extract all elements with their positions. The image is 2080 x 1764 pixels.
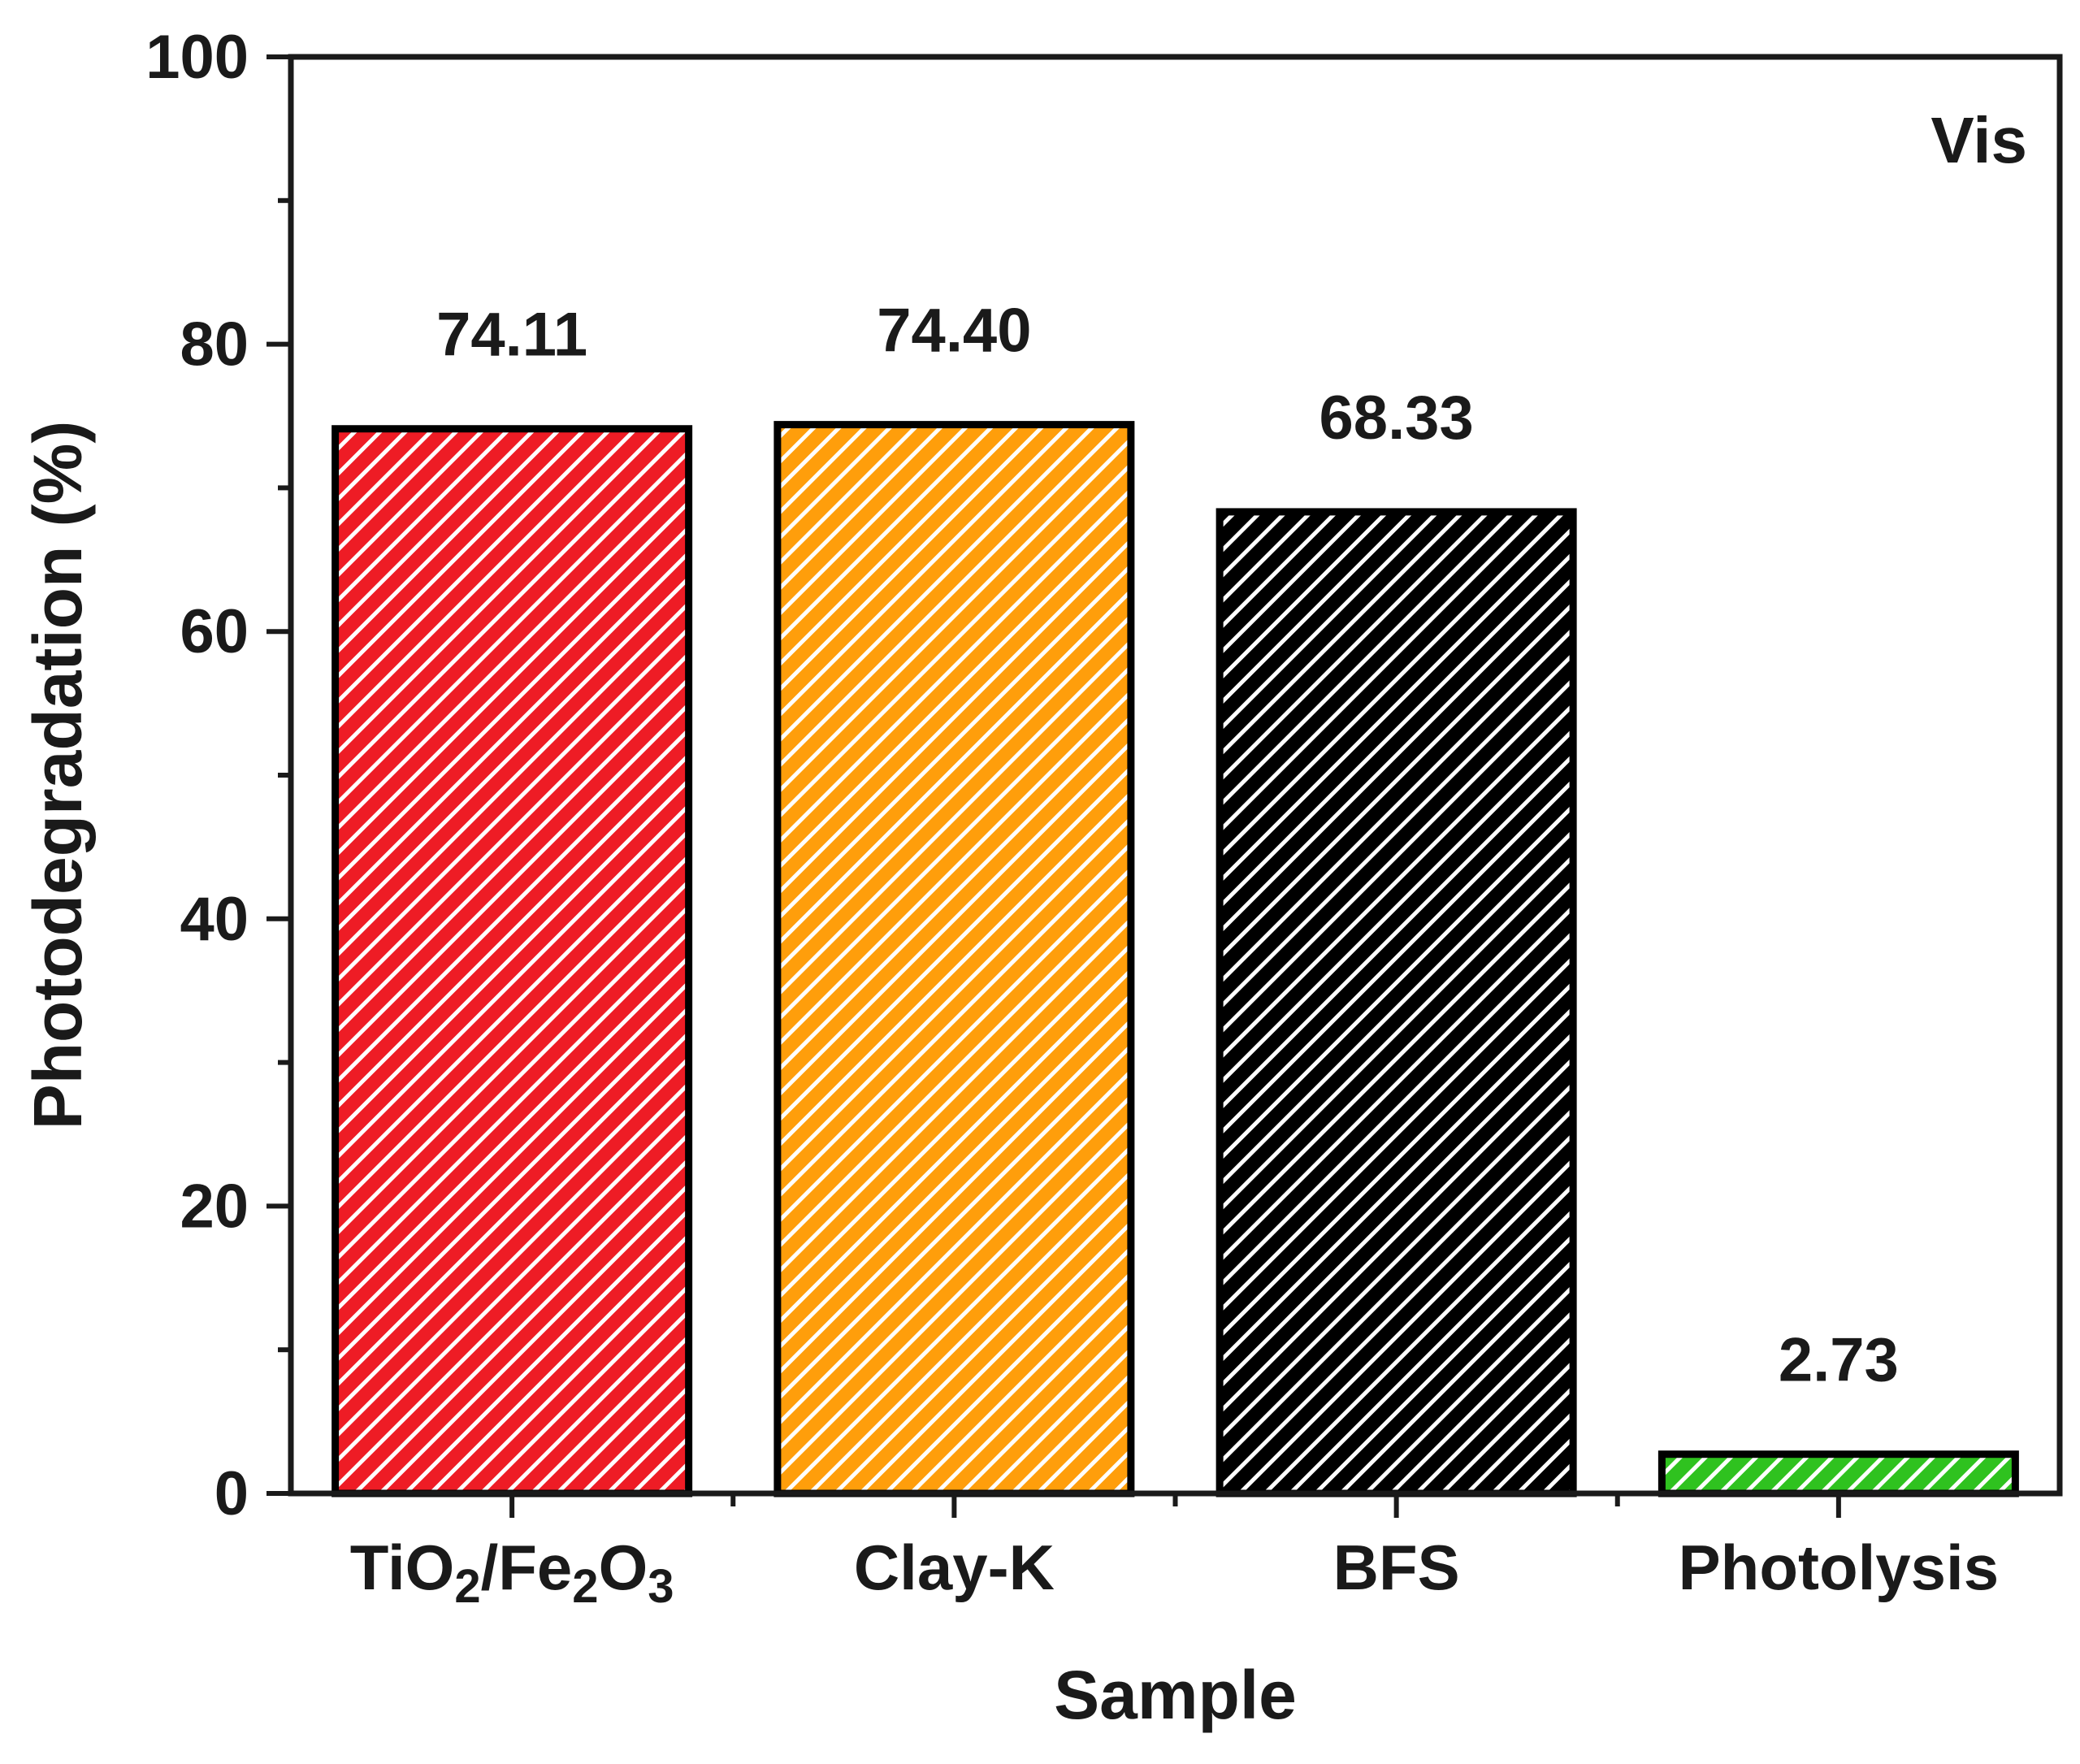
value-labels: 74.11 74.40 68.33 2.73: [436, 297, 1899, 1395]
x-tick-label: Photolysis: [1679, 1532, 1999, 1603]
bar-tio2-fe2o3: [332, 425, 693, 1497]
y-axis-title: Photodegradation (%): [20, 421, 96, 1130]
bars: [332, 421, 2019, 1497]
annotation-vis: Vis: [1930, 104, 2027, 176]
y-tick-label: 60: [180, 597, 249, 666]
y-tick-label: 40: [180, 885, 249, 954]
y-tick-label: 0: [214, 1459, 249, 1528]
x-tick-label: Clay-K: [854, 1532, 1055, 1603]
ticks: 0 20 40 60 80 100: [145, 23, 1841, 1528]
value-label: 68.33: [1320, 384, 1474, 453]
y-tick-label: 80: [180, 310, 249, 379]
y-tick-label: 100: [145, 23, 249, 92]
y-tick-label: 20: [180, 1172, 249, 1241]
bar-photolysis: [1658, 1450, 2019, 1497]
value-label: 2.73: [1779, 1326, 1899, 1395]
value-label: 74.11: [436, 301, 587, 370]
bar-clay-k: [774, 421, 1135, 1497]
bar-bfs: [1216, 508, 1577, 1497]
x-tick-label: TiO2/Fe2O3: [350, 1532, 674, 1613]
category-labels: TiO2/Fe2O3 Clay-K BFS Photolysis: [350, 1532, 1999, 1613]
value-label: 74.40: [877, 297, 1031, 366]
x-axis-title: Sample: [1054, 1657, 1297, 1733]
x-tick-label: BFS: [1333, 1532, 1460, 1603]
